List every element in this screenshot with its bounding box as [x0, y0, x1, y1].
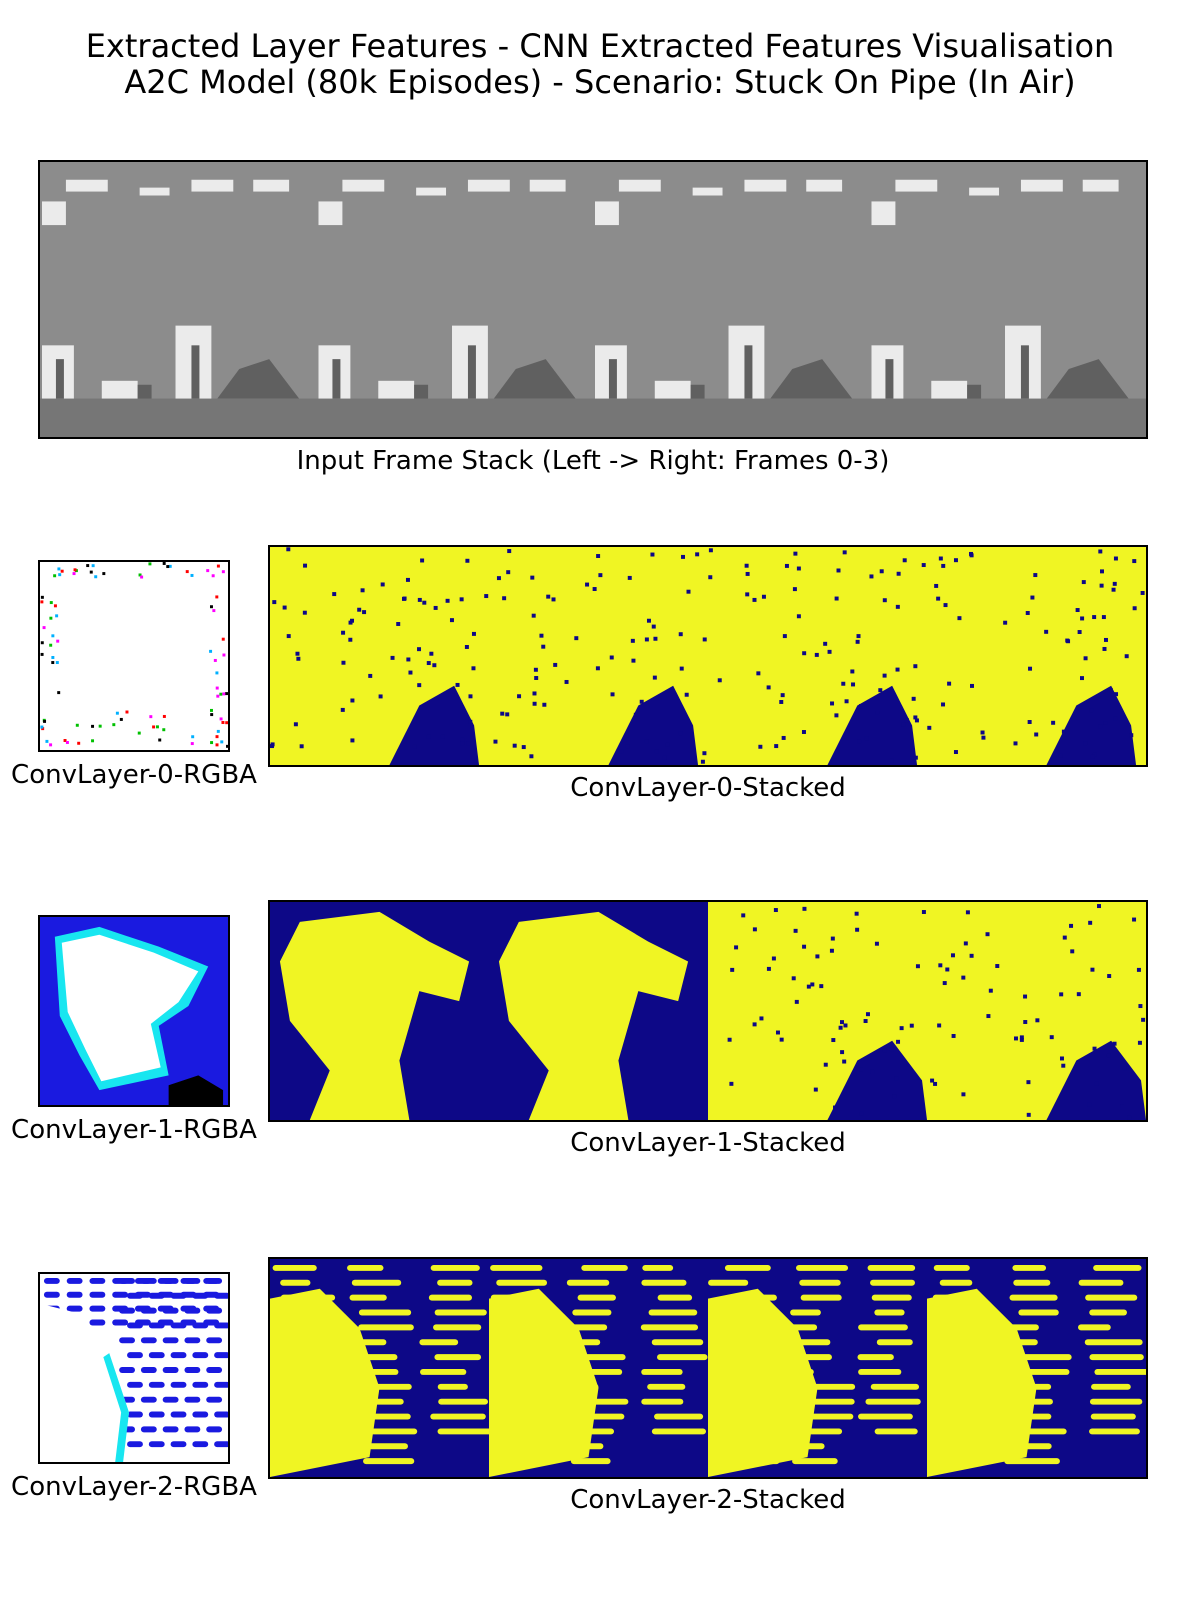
convlayer-0-stacked-caption: ConvLayer-0-Stacked [570, 773, 846, 803]
input-frame-stack-image [38, 160, 1148, 439]
input-frame-stack-caption: Input Frame Stack (Left -> Right: Frames… [296, 446, 890, 476]
input-frame-3 [871, 179, 1129, 399]
feature-panel-2 [708, 548, 926, 765]
convlayer-2-rgba-image [38, 1272, 230, 1464]
input-frame-2 [594, 179, 853, 399]
convlayer-1-stacked-caption: ConvLayer-1-Stacked [570, 1128, 846, 1158]
feature-panel-0 [270, 547, 489, 765]
input-frame-1 [318, 179, 576, 399]
convlayer-0-rgba-image [38, 560, 230, 752]
feature-panel-1 [489, 1259, 708, 1477]
convlayer-0-rgba-caption: ConvLayer-0-RGBA [11, 760, 257, 790]
convlayer-0-stacked-canvas [270, 547, 1146, 765]
feature-panel-3 [927, 549, 1145, 765]
feature-panel-2 [708, 1259, 927, 1477]
input-frame-0 [41, 179, 300, 399]
figure-title-line-1: Extracted Layer Features - CNN Extracted… [85, 27, 1115, 65]
feature-panel-2 [708, 902, 927, 1120]
convlayer-2-stacked-caption: ConvLayer-2-Stacked [570, 1485, 846, 1515]
convlayer-1-stacked-image [268, 900, 1148, 1122]
feature-panel-1 [493, 549, 707, 765]
convlayer-2-stacked-canvas [270, 1259, 1146, 1477]
feature-panel-0 [279, 911, 470, 1120]
convlayer-2-rgba-canvas [40, 1274, 228, 1462]
convlayer-0-rgba-canvas [40, 562, 228, 750]
convlayer-1-stacked-canvas [270, 902, 1146, 1120]
convlayer-1-rgba-caption: ConvLayer-1-RGBA [11, 1115, 257, 1145]
feature-panel-1 [498, 911, 689, 1120]
feature-panel-3 [927, 902, 1146, 1120]
convlayer-1-rgba-canvas [40, 917, 228, 1105]
feature-panel-0 [270, 1259, 495, 1477]
convlayer-2-rgba-caption: ConvLayer-2-RGBA [11, 1472, 257, 1502]
feature-panel-3 [927, 1259, 1146, 1477]
convlayer-0-stacked-image [268, 545, 1148, 767]
input-frame-stack-canvas [40, 162, 1146, 437]
convlayer-2-stacked-image [268, 1257, 1148, 1479]
convlayer-1-rgba-image [38, 915, 230, 1107]
figure-title-line-2: A2C Model (80k Episodes) - Scenario: Stu… [124, 63, 1076, 101]
